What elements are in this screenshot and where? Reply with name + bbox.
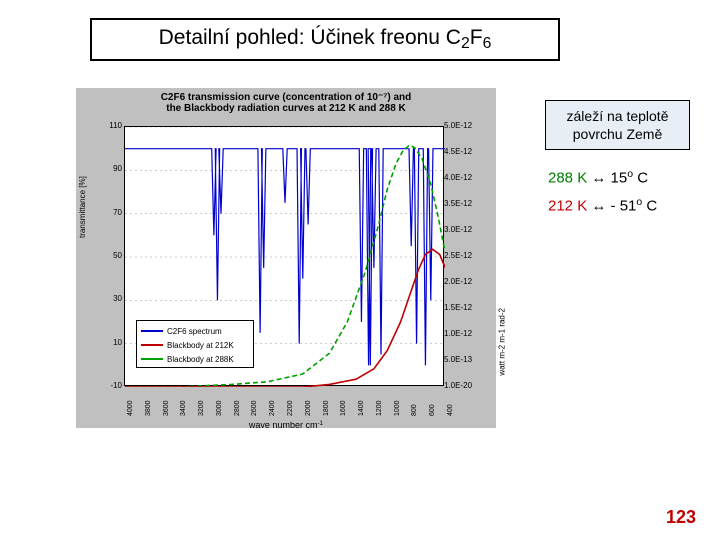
temp-288-c: 15 bbox=[611, 169, 628, 186]
x-ticks: 4000 3800 3600 3400 3200 3000 2800 2600 2400 2200… bbox=[124, 388, 444, 418]
y-left-tick: 90 bbox=[94, 165, 122, 173]
temp-212-c: - 51 bbox=[611, 198, 637, 215]
x-tick: 2800 bbox=[234, 400, 241, 416]
title-sub1: 2 bbox=[461, 35, 470, 52]
page-number: 123 bbox=[666, 507, 696, 528]
temp-212-unit: C bbox=[642, 198, 657, 215]
x-tick: 1600 bbox=[340, 400, 347, 416]
chart-legend: C2F6 spectrum Blackbody at 212K Blackbody … bbox=[136, 320, 254, 368]
y-right-tick: 5.0E-12 bbox=[444, 122, 486, 130]
y-left-tick: -10 bbox=[94, 382, 122, 390]
legend-swatch bbox=[141, 330, 163, 332]
x-tick: 3200 bbox=[198, 400, 205, 416]
legend-item: C2F6 spectrum bbox=[141, 324, 249, 338]
chart-title-line2: the Blackbody radiation curves at 212 K … bbox=[166, 103, 406, 114]
title-mid: F bbox=[470, 26, 483, 49]
legend-item: Blackbody at 288K bbox=[141, 352, 249, 366]
chart-container: C2F6 transmission curve (concentration o… bbox=[76, 88, 496, 428]
info-line1: záleží na teplotě bbox=[567, 108, 669, 124]
x-tick: 800 bbox=[411, 404, 418, 416]
arrow-icon: ↔ bbox=[591, 169, 606, 186]
arrow-icon: ↔ bbox=[591, 198, 606, 215]
legend-label: Blackbody at 212K bbox=[167, 341, 234, 350]
y-right-tick: 2.0E-12 bbox=[444, 278, 486, 286]
y-right-tick: 5.0E-13 bbox=[444, 356, 486, 364]
y-right-tick: 1.0E-12 bbox=[444, 330, 486, 338]
x-label-text: wave number cm bbox=[249, 420, 318, 430]
x-tick: 2200 bbox=[287, 400, 294, 416]
legend-item: Blackbody at 212K bbox=[141, 338, 249, 352]
y-left-tick: 50 bbox=[94, 252, 122, 260]
x-tick: 1800 bbox=[323, 400, 330, 416]
x-axis-label: wave number cm-1 bbox=[76, 420, 496, 430]
y-right-tick: 3.0E-12 bbox=[444, 226, 486, 234]
chart-title-line1: C2F6 transmission curve (concentration o… bbox=[161, 92, 412, 103]
temperature-info: 288 K ↔ 15o C 212 K ↔ - 51o C bbox=[548, 168, 657, 225]
x-tick: 400 bbox=[447, 404, 454, 416]
legend-label: Blackbody at 288K bbox=[167, 355, 234, 364]
y-right-tick: 1.0E-20 bbox=[444, 382, 486, 390]
y-left-axis-label: transmittance [%] bbox=[78, 176, 87, 238]
info-box: záleží na teplotě povrchu Země bbox=[545, 100, 690, 150]
title-sub2: 6 bbox=[483, 35, 492, 52]
x-label-sup: -1 bbox=[317, 420, 323, 427]
temp-288k: 288 K bbox=[548, 169, 587, 186]
y-right-tick: 4.5E-12 bbox=[444, 148, 486, 156]
y-right-tick: 3.5E-12 bbox=[444, 200, 486, 208]
y-right-tick: 1.5E-12 bbox=[444, 304, 486, 312]
x-tick: 2600 bbox=[251, 400, 258, 416]
x-tick: 4000 bbox=[127, 400, 134, 416]
temp-212k: 212 K bbox=[548, 198, 587, 215]
page-title: Detailní pohled: Účinek freonu C2F6 bbox=[90, 18, 560, 61]
y-right-tick: 4.0E-12 bbox=[444, 174, 486, 182]
temp-row-288: 288 K ↔ 15o C bbox=[548, 168, 657, 186]
x-tick: 3400 bbox=[180, 400, 187, 416]
x-tick: 600 bbox=[429, 404, 436, 416]
x-tick: 2000 bbox=[305, 400, 312, 416]
y-right-axis-label: watt m-2 m-1 rad-2 bbox=[498, 308, 507, 376]
info-line2: povrchu Země bbox=[573, 126, 662, 142]
x-tick: 1000 bbox=[394, 400, 401, 416]
legend-swatch bbox=[141, 344, 163, 346]
y-left-tick: 30 bbox=[94, 295, 122, 303]
temp-288-unit: C bbox=[633, 169, 648, 186]
legend-swatch bbox=[141, 358, 163, 360]
x-tick: 3600 bbox=[163, 400, 170, 416]
y-left-tick: 10 bbox=[94, 339, 122, 347]
x-tick: 3000 bbox=[216, 400, 223, 416]
x-tick: 3800 bbox=[145, 400, 152, 416]
legend-label: C2F6 spectrum bbox=[167, 327, 222, 336]
y-right-tick: 2.5E-12 bbox=[444, 252, 486, 260]
x-tick: 2400 bbox=[269, 400, 276, 416]
y-left-tick: 70 bbox=[94, 209, 122, 217]
x-tick: 1400 bbox=[358, 400, 365, 416]
temp-row-212: 212 K ↔ - 51o C bbox=[548, 196, 657, 214]
x-tick: 1200 bbox=[376, 400, 383, 416]
title-text: Detailní pohled: Účinek freonu C bbox=[159, 26, 461, 49]
chart-title: C2F6 transmission curve (concentration o… bbox=[76, 92, 496, 114]
y-left-tick: 110 bbox=[94, 122, 122, 130]
